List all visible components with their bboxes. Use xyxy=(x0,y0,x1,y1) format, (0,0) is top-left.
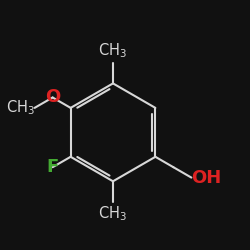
Text: CH$_3$: CH$_3$ xyxy=(98,204,128,223)
Text: F: F xyxy=(46,158,59,176)
Text: OH: OH xyxy=(192,168,222,186)
Text: O: O xyxy=(45,88,60,106)
Text: CH$_3$: CH$_3$ xyxy=(6,98,34,117)
Text: CH$_3$: CH$_3$ xyxy=(98,42,128,60)
